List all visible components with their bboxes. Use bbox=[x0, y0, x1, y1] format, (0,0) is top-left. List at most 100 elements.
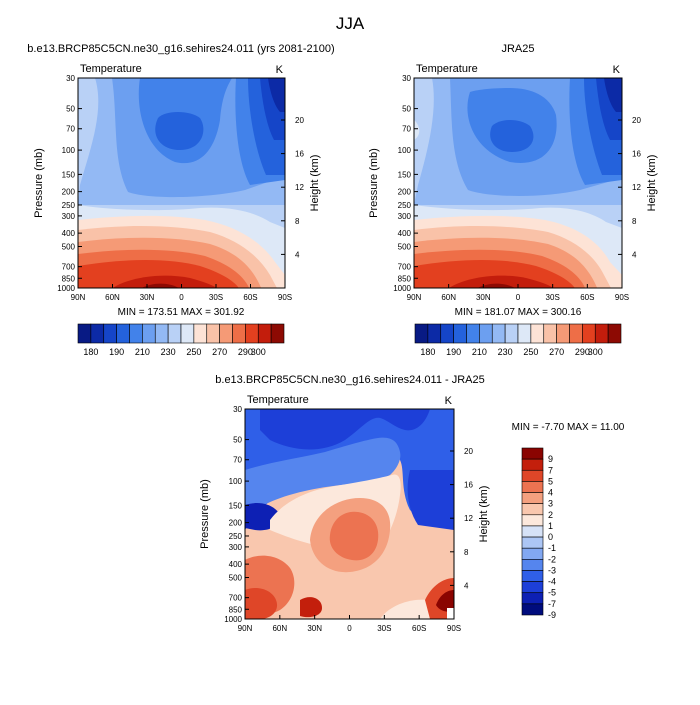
y-tick-label: 400 bbox=[398, 229, 412, 238]
colorbar-swatch bbox=[521, 536, 544, 549]
y-tick-label: 500 bbox=[229, 573, 243, 582]
colorbar-swatch bbox=[466, 323, 480, 344]
colorbar-swatch bbox=[521, 458, 544, 471]
panel-3-stats: MIN = -7.70 MAX = 11.00 bbox=[512, 422, 625, 433]
x-tick-label: 60S bbox=[243, 293, 257, 302]
panel-2-ylabel: Pressure (mb) bbox=[368, 148, 380, 218]
height-tick-label: 16 bbox=[295, 150, 304, 159]
y-tick-label: 1000 bbox=[57, 284, 75, 293]
colorbar-label: -5 bbox=[548, 588, 556, 598]
panel-2-subtitle-right: K bbox=[613, 64, 621, 76]
panel-1-subtitle-right: K bbox=[276, 64, 284, 76]
colorbar-swatch bbox=[206, 323, 220, 344]
colorbar-label: 250 bbox=[523, 347, 538, 357]
panel-2-ylabel-right: Height (km) bbox=[646, 155, 658, 212]
x-tick-label: 90N bbox=[407, 293, 422, 302]
colorbar-label: -2 bbox=[548, 554, 556, 564]
panel-1-hticks: 20 16 12 8 4 bbox=[281, 116, 304, 259]
panel-3-ylabel-right: Height (km) bbox=[478, 486, 490, 543]
colorbar-label: 230 bbox=[498, 347, 513, 357]
y-tick-label: 300 bbox=[398, 212, 412, 221]
panel-2-stats: MIN = 181.07 MAX = 300.16 bbox=[455, 307, 582, 318]
panel-3: b.e13.BRCP85C5CN.ne30_g16.sehires24.011 … bbox=[199, 374, 625, 633]
colorbar-swatch bbox=[521, 547, 544, 560]
colorbar-swatch bbox=[440, 323, 454, 344]
colorbar-label: -3 bbox=[548, 565, 556, 575]
y-tick-label: 50 bbox=[402, 105, 411, 114]
colorbar-swatch bbox=[521, 514, 544, 527]
colorbar-label: 210 bbox=[135, 347, 150, 357]
panel-1-ylabel: Pressure (mb) bbox=[33, 148, 45, 218]
height-tick-label: 16 bbox=[464, 481, 473, 490]
colorbar-label: 300 bbox=[588, 347, 603, 357]
height-tick-label: 8 bbox=[632, 217, 637, 226]
colorbar-swatch bbox=[556, 323, 570, 344]
colorbar-swatch bbox=[517, 323, 532, 344]
panel-2-contour-warm-7 bbox=[477, 283, 515, 288]
panel-3-contour-cool-3 bbox=[407, 470, 454, 530]
colorbar-swatch bbox=[232, 323, 246, 344]
x-tick-label: 30N bbox=[476, 293, 491, 302]
height-tick-label: 16 bbox=[632, 150, 641, 159]
colorbar-swatch bbox=[116, 323, 130, 344]
y-tick-label: 200 bbox=[62, 188, 76, 197]
x-tick-label: 90S bbox=[447, 624, 461, 633]
colorbar-swatch bbox=[504, 323, 519, 344]
height-tick-label: 8 bbox=[464, 548, 469, 557]
colorbar-swatch bbox=[521, 570, 544, 582]
panel-2-contour-cool-5 bbox=[490, 120, 534, 152]
colorbar-swatch bbox=[142, 323, 156, 344]
colorbar-swatch bbox=[180, 323, 195, 344]
colorbar-swatch bbox=[257, 323, 272, 344]
colorbar-swatch bbox=[607, 323, 622, 344]
panel-3-hticks: 20 16 12 8 4 bbox=[450, 447, 473, 590]
colorbar-label: 190 bbox=[446, 347, 461, 357]
colorbar-swatch bbox=[521, 469, 544, 482]
colorbar-label: 190 bbox=[109, 347, 124, 357]
colorbar-label: 290 bbox=[575, 347, 590, 357]
y-tick-label: 400 bbox=[229, 560, 243, 569]
colorbar-swatch bbox=[167, 323, 182, 344]
y-tick-label: 70 bbox=[66, 125, 75, 134]
y-tick-label: 100 bbox=[229, 477, 243, 486]
colorbar-swatch bbox=[414, 323, 429, 344]
x-tick-label: 90N bbox=[71, 293, 86, 302]
panel-3-title: b.e13.BRCP85C5CN.ne30_g16.sehires24.011 … bbox=[215, 374, 484, 386]
colorbar-swatch bbox=[270, 323, 285, 344]
colorbar-swatch bbox=[582, 323, 596, 344]
x-tick-label: 60S bbox=[412, 624, 426, 633]
height-tick-label: 20 bbox=[632, 116, 641, 125]
colorbar-label: 270 bbox=[549, 347, 564, 357]
y-tick-label: 30 bbox=[233, 405, 242, 414]
x-tick-label: 60N bbox=[272, 624, 287, 633]
panel-3-subtitle-left: Temperature bbox=[247, 394, 309, 406]
colorbar-label: 3 bbox=[548, 499, 553, 509]
colorbar-swatch bbox=[521, 481, 544, 493]
x-tick-label: 0 bbox=[347, 624, 352, 633]
height-tick-label: 20 bbox=[295, 116, 304, 125]
colorbar-swatch bbox=[193, 323, 208, 344]
panel-3-contour-warm-4 bbox=[245, 588, 278, 619]
y-tick-label: 700 bbox=[62, 263, 76, 272]
y-tick-label: 30 bbox=[66, 74, 75, 83]
y-tick-label: 300 bbox=[62, 212, 76, 221]
panel-1-contour-warm-6 bbox=[112, 275, 218, 288]
height-tick-label: 12 bbox=[295, 183, 304, 192]
panel-3-missing-data bbox=[447, 608, 454, 619]
colorbar-swatch bbox=[521, 492, 544, 504]
x-tick-label: 60N bbox=[441, 293, 456, 302]
y-tick-label: 70 bbox=[233, 456, 242, 465]
y-tick-label: 250 bbox=[398, 201, 412, 210]
panel-1-subtitle-left: Temperature bbox=[80, 63, 142, 75]
colorbar-swatch bbox=[427, 323, 442, 344]
panel-2-xticks: 90N 60N 30N 0 30S 60S 90S bbox=[407, 284, 629, 302]
colorbar-label: -9 bbox=[548, 610, 556, 620]
colorbar-swatch bbox=[77, 323, 92, 344]
height-tick-label: 4 bbox=[295, 250, 300, 259]
panel-2-title: JRA25 bbox=[501, 43, 534, 55]
colorbar-label: 1 bbox=[548, 521, 553, 531]
